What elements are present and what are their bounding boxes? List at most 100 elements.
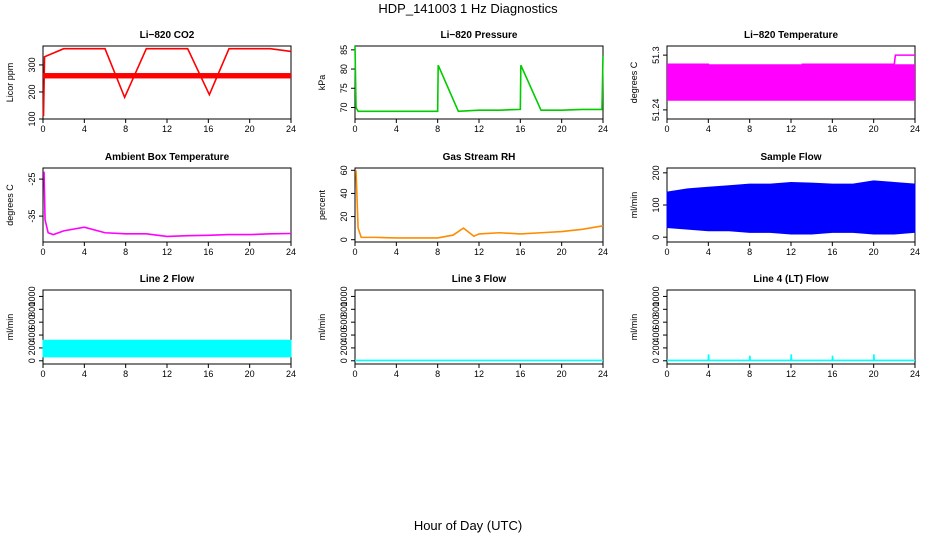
x-tick-label: 12 — [474, 124, 484, 134]
data-series-line — [354, 45, 604, 113]
panel-title: Line 2 Flow — [140, 274, 195, 285]
y-tick-label: -35 — [27, 210, 37, 223]
y-tick-label: 200 — [651, 340, 661, 355]
x-tick-label: 12 — [474, 247, 484, 257]
x-tick-label: 24 — [286, 247, 296, 257]
x-tick-label: 0 — [352, 247, 357, 257]
y-tick-label: 600 — [651, 315, 661, 330]
data-series-line — [355, 170, 604, 239]
y-axis-label: ml/min — [317, 314, 327, 341]
data-series-line — [667, 354, 915, 362]
x-tick-label: 8 — [747, 369, 752, 379]
panel-1: Li−820 CO2 0 4 8 12 16 20 24 100 200 300 Licor ppm — [5, 30, 296, 134]
data-series-line — [42, 47, 292, 117]
data-series-line — [667, 54, 915, 75]
x-tick-label: 8 — [435, 247, 440, 257]
x-tick-label: 0 — [40, 369, 45, 379]
panel-5: Gas Stream RH 0 4 8 12 16 20 24 0 20 40 60 percent — [317, 152, 608, 257]
x-tick-label: 0 — [40, 247, 45, 257]
x-tick-label: 24 — [910, 369, 920, 379]
data-series-line — [43, 171, 292, 238]
x-tick-label: 20 — [557, 247, 567, 257]
x-tick-label: 16 — [203, 369, 213, 379]
y-tick-label: 800 — [27, 302, 37, 317]
y-tick-label: 80 — [339, 64, 349, 74]
y-tick-label: 1000 — [339, 286, 349, 306]
panel-3: Li−820 Temperature 0 4 8 12 16 20 24 51.24 51.3 de… — [629, 30, 920, 134]
x-tick-label: 8 — [747, 124, 752, 134]
x-tick-label: 4 — [394, 247, 399, 257]
y-tick-label: 40 — [339, 188, 349, 198]
y-axis-label: ml/min — [5, 314, 15, 341]
x-tick-label: 20 — [557, 369, 567, 379]
x-tick-label: 24 — [286, 124, 296, 134]
panel-title: Li−820 Pressure — [441, 30, 518, 41]
x-tick-label: 24 — [910, 124, 920, 134]
x-tick-label: 8 — [123, 124, 128, 134]
x-tick-label: 12 — [474, 369, 484, 379]
data-area — [42, 339, 292, 358]
x-axis-label: Hour of Day (UTC) — [413, 518, 523, 533]
x-tick-label: 20 — [245, 124, 255, 134]
data-band — [667, 64, 915, 101]
y-tick-label: 1000 — [651, 286, 661, 306]
y-tick-label: -25 — [27, 173, 37, 186]
y-axis-label: ml/min — [629, 192, 639, 219]
x-tick-label: 16 — [827, 247, 837, 257]
x-tick-label: 24 — [598, 247, 608, 257]
y-tick-label: 60 — [339, 165, 349, 175]
x-tick-label: 12 — [162, 247, 172, 257]
y-axis-label: degrees C — [5, 184, 15, 226]
x-tick-label: 12 — [162, 369, 172, 379]
x-tick-label: 16 — [203, 124, 213, 134]
x-tick-label: 24 — [598, 369, 608, 379]
x-tick-label: 8 — [123, 369, 128, 379]
x-tick-label: 0 — [352, 124, 357, 134]
x-tick-label: 8 — [747, 247, 752, 257]
y-tick-label: 400 — [651, 328, 661, 343]
x-tick-label: 4 — [82, 247, 87, 257]
panel-title: Sample Flow — [760, 152, 821, 163]
y-axis-label: ml/min — [629, 314, 639, 341]
panel-6: Sample Flow 0 4 8 12 16 20 24 0 100 200 ml/min — [629, 152, 920, 257]
y-tick-label: 0 — [339, 358, 349, 363]
plot-frame — [666, 289, 916, 365]
data-band — [43, 73, 291, 79]
x-tick-label: 0 — [664, 124, 669, 134]
x-tick-label: 16 — [827, 369, 837, 379]
panel-9: Line 4 (LT) Flow 0 4 8 12 16 20 24 0 200400600800… — [629, 274, 920, 379]
x-tick-label: 20 — [245, 369, 255, 379]
y-tick-label: 1000 — [27, 286, 37, 306]
x-tick-label: 20 — [245, 247, 255, 257]
y-tick-label: 200 — [651, 165, 661, 180]
x-tick-label: 8 — [435, 369, 440, 379]
data-area — [666, 180, 916, 235]
plot-frame — [354, 289, 604, 365]
y-axis-label: kPa — [317, 75, 327, 91]
y-tick-label: 0 — [651, 235, 661, 240]
y-tick-label: 600 — [27, 315, 37, 330]
y-tick-label: 51.3 — [651, 46, 661, 64]
x-tick-label: 8 — [435, 124, 440, 134]
x-tick-label: 4 — [706, 369, 711, 379]
y-tick-label: 300 — [27, 57, 37, 72]
y-axis-label: percent — [317, 189, 327, 220]
y-tick-label: 85 — [339, 45, 349, 55]
x-tick-label: 16 — [515, 369, 525, 379]
plot-frame — [354, 45, 604, 120]
y-tick-label: 100 — [27, 111, 37, 126]
y-tick-label: 0 — [651, 358, 661, 363]
x-tick-label: 16 — [515, 124, 525, 134]
x-tick-label: 24 — [598, 124, 608, 134]
panel-title: Line 3 Flow — [452, 274, 507, 285]
panel-title: Gas Stream RH — [443, 152, 516, 163]
y-tick-label: 800 — [651, 302, 661, 317]
y-tick-label: 0 — [27, 358, 37, 363]
y-tick-label: 51.24 — [651, 99, 661, 122]
y-tick-label: 400 — [339, 328, 349, 343]
y-tick-label: 800 — [339, 302, 349, 317]
x-tick-label: 4 — [82, 369, 87, 379]
x-tick-label: 20 — [869, 369, 879, 379]
y-tick-label: 100 — [651, 197, 661, 212]
